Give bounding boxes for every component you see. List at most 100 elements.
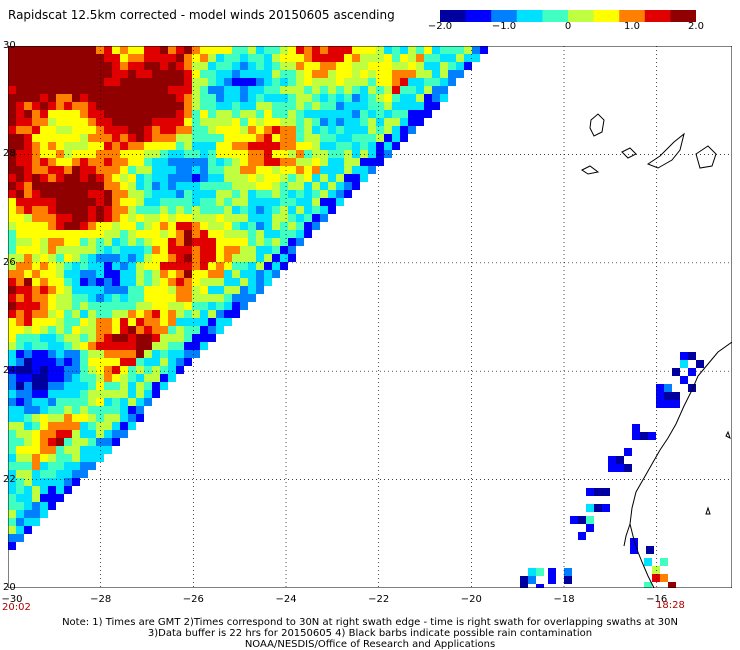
wind-cell	[128, 406, 136, 414]
wind-cell	[72, 62, 80, 70]
wind-cell	[96, 46, 104, 54]
wind-cell	[360, 78, 368, 86]
wind-cell	[64, 238, 72, 246]
wind-cell	[64, 70, 72, 78]
wind-cell	[168, 278, 176, 286]
wind-cell	[16, 102, 24, 110]
wind-cell	[680, 352, 688, 360]
wind-cell	[8, 510, 16, 518]
wind-cell	[176, 62, 184, 70]
wind-cell	[8, 406, 16, 414]
wind-cell	[160, 166, 168, 174]
wind-cell	[224, 238, 232, 246]
wind-cell	[400, 62, 408, 70]
wind-cell	[344, 54, 352, 62]
wind-cell	[312, 182, 320, 190]
wind-cell	[232, 46, 240, 54]
wind-cell	[216, 86, 224, 94]
wind-cell	[112, 102, 120, 110]
wind-cell	[24, 398, 32, 406]
wind-cell	[24, 230, 32, 238]
wind-cell	[144, 254, 152, 262]
wind-cell	[336, 166, 344, 174]
wind-cell	[288, 182, 296, 190]
wind-cell	[216, 230, 224, 238]
wind-cell	[184, 318, 192, 326]
wind-cell	[448, 78, 456, 86]
wind-cell	[176, 158, 184, 166]
wind-cell	[184, 310, 192, 318]
wind-cell	[48, 478, 56, 486]
longitude-label: −16	[646, 594, 668, 605]
wind-cell	[128, 222, 136, 230]
wind-cell	[176, 150, 184, 158]
wind-cell	[104, 94, 112, 102]
wind-cell	[168, 334, 176, 342]
wind-cell	[176, 230, 184, 238]
wind-cell	[176, 318, 184, 326]
wind-cell	[8, 142, 16, 150]
wind-cell	[224, 110, 232, 118]
wind-cell	[480, 46, 488, 54]
wind-cell	[96, 238, 104, 246]
wind-cell	[152, 246, 160, 254]
wind-cell	[586, 516, 594, 524]
wind-cell	[72, 254, 80, 262]
wind-cell	[416, 86, 424, 94]
wind-cell	[192, 62, 200, 70]
longitude-label: −20	[460, 594, 482, 605]
wind-cell	[120, 358, 128, 366]
wind-cell	[96, 302, 104, 310]
wind-cell	[32, 238, 40, 246]
wind-cell	[88, 406, 96, 414]
wind-cell	[80, 342, 88, 350]
wind-cell	[192, 94, 200, 102]
wind-cell	[248, 198, 256, 206]
wind-cell	[72, 70, 80, 78]
wind-cell	[8, 438, 16, 446]
wind-cell	[256, 86, 264, 94]
wind-cell	[160, 134, 168, 142]
wind-cell	[144, 190, 152, 198]
wind-cell	[128, 94, 136, 102]
wind-cell	[224, 46, 232, 54]
wind-cell	[272, 46, 280, 54]
wind-cell	[112, 438, 120, 446]
wind-cell	[408, 86, 416, 94]
wind-cell	[24, 302, 32, 310]
wind-cell	[40, 182, 48, 190]
colorbar-tick-label: −2.0	[427, 21, 453, 32]
wind-cell	[88, 134, 96, 142]
wind-cell	[336, 126, 344, 134]
wind-cell	[16, 502, 24, 510]
wind-cell	[176, 70, 184, 78]
wind-cell	[224, 102, 232, 110]
wind-cell	[400, 126, 408, 134]
wind-cell	[40, 414, 48, 422]
wind-cell	[48, 70, 56, 78]
note-line-1: Note: 1) Times are GMT 2)Times correspon…	[62, 617, 678, 628]
wind-cell	[376, 118, 384, 126]
wind-cell	[312, 78, 320, 86]
wind-cell	[120, 294, 128, 302]
wind-cell	[72, 126, 80, 134]
wind-cell	[440, 46, 448, 54]
wind-cell	[32, 278, 40, 286]
wind-cell	[646, 546, 654, 554]
wind-cell	[152, 102, 160, 110]
latitude-label: 30	[3, 40, 16, 51]
wind-cell	[24, 358, 32, 366]
wind-cell	[56, 110, 64, 118]
wind-cell	[8, 486, 16, 494]
wind-cell	[32, 430, 40, 438]
wind-cell	[64, 270, 72, 278]
wind-cell	[48, 182, 56, 190]
wind-cell	[248, 78, 256, 86]
wind-cell	[80, 110, 88, 118]
wind-cell	[24, 174, 32, 182]
wind-cell	[216, 70, 224, 78]
wind-cell	[328, 198, 336, 206]
wind-cell	[24, 526, 32, 534]
wind-cell	[200, 326, 208, 334]
wind-cell	[32, 510, 40, 518]
